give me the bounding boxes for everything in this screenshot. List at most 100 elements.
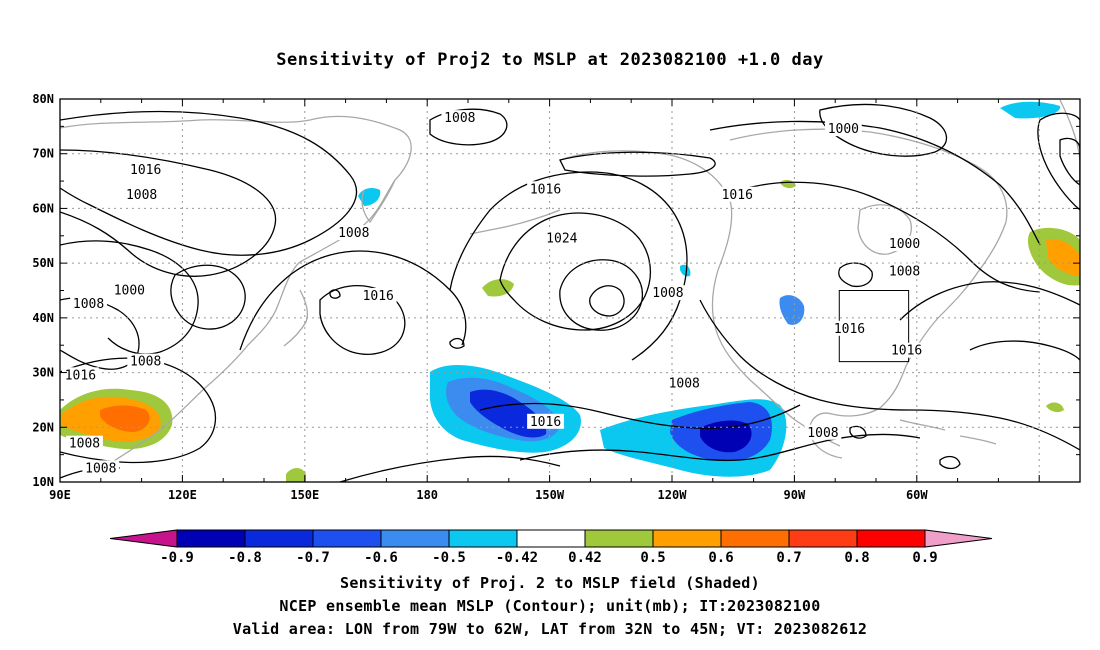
colorbar-low-triangle xyxy=(109,529,178,548)
contour-label: 1008 xyxy=(130,355,161,370)
contour-line xyxy=(589,285,625,317)
longitude-labels: 90E 120E 150E 180 150W 120W 90W 60W xyxy=(49,488,928,502)
contour-label-bg xyxy=(527,413,564,429)
shade-positive-west-pacific xyxy=(286,468,306,482)
contour-label: 1008 xyxy=(807,426,838,441)
contour-label-bg xyxy=(886,235,923,251)
contour-line xyxy=(319,285,406,355)
colorbar-swatch xyxy=(856,529,926,548)
colorbar-label: -0.8 xyxy=(228,550,262,566)
contour-line xyxy=(849,425,867,439)
contour-label-bg xyxy=(335,225,373,241)
lon-label: 90E xyxy=(49,488,71,502)
contour-line xyxy=(60,110,357,256)
caption-valid-area: Valid area: LON from 79W to 62W, LAT fro… xyxy=(232,620,868,638)
lat-label: 10N xyxy=(32,475,54,489)
contour-line xyxy=(499,212,651,331)
colorbar-label: 0.7 xyxy=(776,550,801,566)
contour-label-bg xyxy=(886,263,923,279)
coastline-caribbean-islands xyxy=(899,419,997,445)
colorbar-swatch xyxy=(448,529,518,548)
colorbar xyxy=(109,529,993,548)
colorbar-label: 0.42 xyxy=(568,550,602,566)
contour-label: 1000 xyxy=(114,284,145,299)
contour-line xyxy=(739,181,1041,293)
lat-label: 60N xyxy=(32,201,54,215)
coastline-aleutians xyxy=(469,209,561,235)
contour-label: 1008 xyxy=(85,461,116,476)
contour-label: 1016 xyxy=(130,163,161,178)
colorbar-label: -0.42 xyxy=(496,550,538,566)
coastline-japan xyxy=(283,289,309,347)
coastline-greenland xyxy=(1059,99,1080,161)
contour-label-bg xyxy=(127,162,165,178)
contour-label: 1016 xyxy=(530,182,561,197)
colorbar-swatch xyxy=(176,529,246,548)
colorbar-label: -0.5 xyxy=(432,550,466,566)
colorbar-swatch xyxy=(720,529,790,548)
lon-label: 120E xyxy=(168,488,197,502)
colorbar-label: 0.8 xyxy=(844,550,869,566)
contour-line xyxy=(449,337,465,349)
contour-line xyxy=(239,250,467,351)
shade-negative-west-coast xyxy=(679,264,691,277)
contour-label-bg xyxy=(888,342,925,358)
caption-shading: Sensitivity of Proj. 2 to MSLP field (Sh… xyxy=(340,574,760,592)
map-title: Sensitivity of Proj2 to MSLP at 20230821… xyxy=(276,50,824,70)
contour-line xyxy=(819,103,948,157)
contour-line xyxy=(60,149,277,277)
coastline-east-asia xyxy=(99,227,361,471)
contour-label-bg xyxy=(359,287,397,303)
contour-label-bg xyxy=(66,435,103,451)
lat-lon-gridlines xyxy=(60,99,1080,482)
colorbar-label: -0.6 xyxy=(364,550,398,566)
colorbar-swatch xyxy=(380,529,450,548)
contour-label: 1008 xyxy=(69,437,100,452)
contour-label: 1016 xyxy=(363,289,394,304)
contour-label-bg xyxy=(831,320,868,336)
shade-positive-atlantic-core xyxy=(1046,238,1080,276)
contour-label: 1016 xyxy=(722,188,753,203)
colorbar-swatch xyxy=(312,529,382,548)
contour-label: 1016 xyxy=(530,415,561,430)
contour-labels: 1008 1016 1008 1016 1016 1000 1024 1008 1016 1000… xyxy=(62,110,925,476)
lat-label: 30N xyxy=(32,366,54,380)
contour-label: 1000 xyxy=(889,237,920,252)
lon-label: 150W xyxy=(535,488,565,502)
contour-label: 1024 xyxy=(546,232,577,247)
sensitivity-shading xyxy=(60,101,1080,482)
axis-ticks xyxy=(59,98,1081,483)
contour-label-bg xyxy=(82,460,120,476)
contour-label-bg xyxy=(718,186,756,202)
lat-label: 50N xyxy=(32,256,54,270)
lat-label: 20N xyxy=(32,420,54,434)
latitude-labels: 80N 70N 60N 50N 40N 30N 20N 10N xyxy=(32,92,54,489)
colorbar-label: -0.9 xyxy=(160,550,194,566)
shade-negative-north xyxy=(1000,101,1061,119)
colorbar-high-triangle xyxy=(924,529,993,548)
contour-label-bg xyxy=(70,296,107,312)
contour-label: 1008 xyxy=(73,297,104,312)
contour-label-bg xyxy=(123,186,160,202)
colorbar-label: 0.6 xyxy=(708,550,733,566)
contour-line xyxy=(329,289,341,299)
coastline-gulf-of-mexico xyxy=(809,407,881,459)
lat-label: 70N xyxy=(32,147,54,161)
lon-label: 90W xyxy=(784,488,806,502)
shade-positive-dateline xyxy=(482,279,514,297)
contour-label: 1016 xyxy=(834,322,865,337)
lon-label: 120W xyxy=(658,488,688,502)
contour-line xyxy=(1059,137,1080,186)
contour-label-bg xyxy=(62,367,99,383)
coastline-kamchatka xyxy=(361,179,396,224)
contour-line xyxy=(899,281,1080,321)
contour-label-bg xyxy=(543,230,581,246)
contour-line xyxy=(429,108,508,146)
coastline-alaska xyxy=(559,150,733,271)
contour-line xyxy=(339,455,561,482)
colorbar-swatch xyxy=(652,529,722,548)
contour-label: 1008 xyxy=(669,377,700,392)
shade-positive-caribbean xyxy=(1046,402,1064,413)
contour-line xyxy=(170,264,246,330)
